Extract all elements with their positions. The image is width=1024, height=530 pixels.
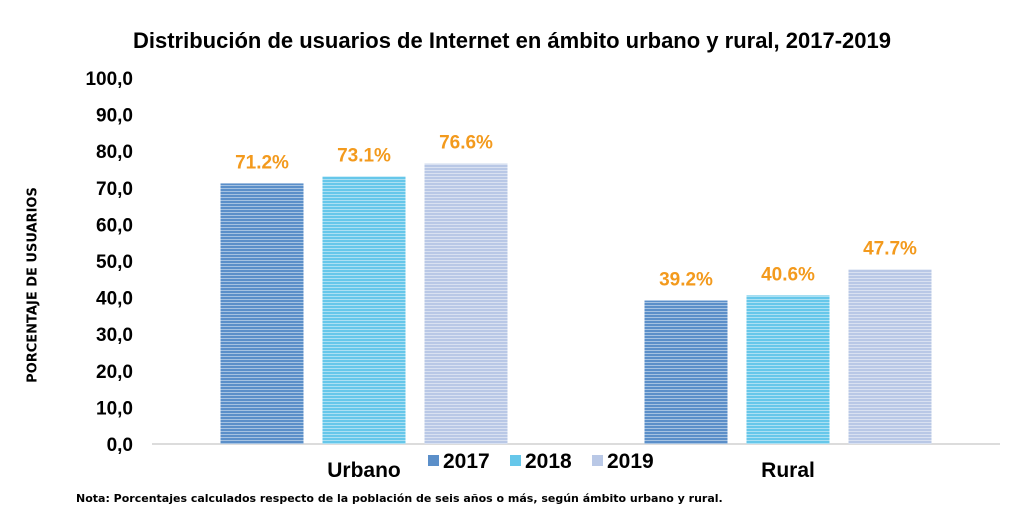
y-tick-label: 90,0	[96, 106, 133, 127]
data-label: 71.2%	[235, 152, 289, 173]
legend-swatch-2018	[510, 455, 521, 466]
y-tick-label: 40,0	[96, 289, 133, 310]
legend-label: 2017	[443, 450, 490, 473]
footnote: Nota: Porcentajes calculados respecto de…	[76, 492, 723, 505]
y-tick-label: 60,0	[96, 215, 133, 236]
y-tick-label: 30,0	[96, 325, 133, 346]
legend-label: 2018	[525, 450, 572, 473]
y-tick-label: 50,0	[96, 252, 133, 273]
bar-rural-2019	[848, 269, 932, 444]
bar-rural-2018	[746, 295, 830, 444]
y-tick-label: 10,0	[96, 398, 133, 419]
chart-title: Distribución de usuarios de Internet en …	[133, 28, 891, 53]
data-label: 39.2%	[659, 270, 713, 291]
y-tick-label: 80,0	[96, 142, 133, 163]
y-tick-label: 0,0	[107, 435, 133, 456]
bar-urbano-2018	[322, 176, 406, 445]
legend-swatch-2019	[592, 455, 603, 466]
legend-label: 2019	[607, 450, 654, 473]
data-label: 73.1%	[337, 145, 391, 166]
data-label: 40.6%	[761, 264, 815, 285]
bar-rural-2017	[644, 300, 728, 444]
bar-urbano-2019	[424, 163, 508, 445]
category-label: Urbano	[327, 459, 401, 482]
data-label: 76.6%	[439, 133, 493, 154]
y-tick-label: 100,0	[85, 69, 133, 90]
category-label: Rural	[761, 459, 815, 482]
legend-swatch-2017	[428, 455, 439, 466]
y-tick-label: 20,0	[96, 362, 133, 383]
bar-urbano-2017	[220, 183, 304, 444]
y-tick-label: 70,0	[96, 179, 133, 200]
data-label: 47.7%	[863, 238, 917, 259]
